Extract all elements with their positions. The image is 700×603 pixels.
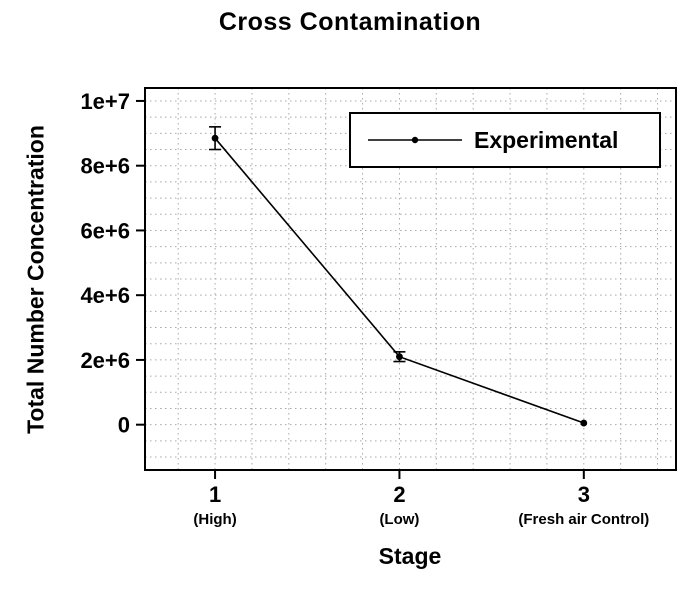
x-tick-label: 1	[209, 482, 221, 507]
x-tick-label: 3	[578, 482, 590, 507]
y-tick-label: 4e+6	[80, 283, 130, 308]
x-axis-title: Stage	[378, 543, 442, 569]
y-tick-label: 0	[118, 413, 130, 438]
series-experimental	[209, 126, 588, 427]
chart-title: Cross Contamination	[218, 8, 482, 36]
y-tick-label: 2e+6	[80, 348, 130, 373]
data-point-marker	[396, 353, 403, 361]
x-tick-sublabel: (Low)	[379, 511, 419, 528]
y-tick-label: 1e+7	[80, 89, 130, 114]
x-tick-label: 2	[393, 482, 405, 507]
series-line	[214, 137, 585, 424]
y-axis-ticks: 0 2e+6 4e+6 6e+6 8e+6 1e+7	[80, 89, 145, 438]
y-axis-title: Total Number Concentration	[22, 125, 49, 434]
legend-label: Experimental	[474, 127, 618, 153]
x-tick-sublabel: (High)	[193, 511, 236, 528]
legend: Experimental	[349, 112, 661, 168]
y-tick-label: 8e+6	[80, 154, 130, 179]
plot-frame	[144, 87, 677, 471]
y-tick-label: 6e+6	[80, 218, 130, 243]
data-point-marker	[580, 419, 588, 427]
data-point-marker	[211, 134, 219, 142]
legend-marker-sample	[411, 136, 419, 144]
x-tick-sublabel: (Fresh air Control)	[518, 511, 649, 528]
x-axis-ticks: 1 (High) 2 (Low) 3 (Fresh air Control)	[193, 470, 649, 528]
